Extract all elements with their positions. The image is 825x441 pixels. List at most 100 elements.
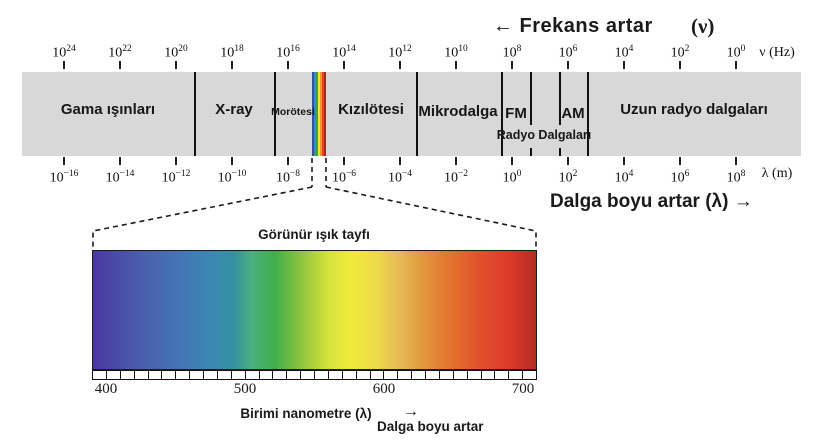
ruler-cell [481,371,496,379]
right-arrow-icon: → [403,403,419,420]
freq-tick-mark [735,61,737,69]
wave-tick-mark [231,157,233,165]
ruler-cell [315,371,329,379]
ruler-cell [439,371,454,379]
nanometer-unit-caption: Birimi nanometre (λ) [240,406,372,421]
divider-am-left-bottom [559,148,561,156]
wave-tick-label: 10−10 [217,169,247,186]
ruler-cell [273,371,288,379]
wave-tick-mark [63,157,65,165]
wave-axis-unit: λ (m) [761,166,793,181]
freq-tick-mark [399,61,401,69]
ruler-cell [204,371,218,379]
ruler-cell [190,371,204,379]
wave-tick-mark [567,157,569,165]
freq-tick-mark [455,61,457,69]
freq-tick-mark [63,61,65,69]
ruler-cell [384,371,399,379]
divider-am-longradio [587,72,589,156]
freq-tick-label: 1020 [164,44,188,61]
ruler-cell [93,371,107,379]
wave-tick-mark [287,157,289,165]
wave-tick-label: 100 [502,169,522,186]
divider-fm-right-top [530,72,532,125]
ruler-cell [259,371,274,379]
freq-tick-label: 1010 [444,44,468,61]
divider-ir-microwave [416,72,418,156]
freq-tick-label: 1016 [276,44,300,61]
scale-label-600: 600 [372,381,396,397]
ruler-cell [495,371,510,379]
ruler-cell [342,371,357,379]
wave-tick-label: 10−16 [49,169,79,186]
ruler-cell [120,371,135,379]
wave-tick-mark [119,157,121,165]
ruler-cell [287,371,302,379]
ruler-cell [426,371,440,379]
wave-tick-mark [735,157,737,165]
freq-tick-mark [343,61,345,69]
ruler-cell [412,371,426,379]
freq-tick-label: 100 [726,44,746,61]
freq-tick-label: 1014 [332,44,356,61]
freq-tick-mark [567,61,569,69]
ruler-cell [217,371,232,379]
ruler-cell [398,371,413,379]
wave-tick-label: 10−2 [443,169,469,186]
ruler-cell [370,371,385,379]
region-microwave-label: Mikrodalga [418,103,498,120]
wave-tick-mark [679,157,681,165]
ruler-cell [356,371,371,379]
freq-tick-mark [623,61,625,69]
visible-spectrum-title: Görünür ışık tayfı [258,227,370,242]
freq-tick-label: 104 [614,44,634,61]
freq-tick-label: 1022 [108,44,132,61]
nanometer-ruler [92,370,537,380]
freq-tick-mark [119,61,121,69]
divider-fm-right-bottom [530,148,532,156]
wave-tick-label: 10−12 [161,169,191,186]
divider-am-left-top [559,72,561,125]
freq-tick-label: 1018 [220,44,244,61]
frequency-direction-label: ← Frekans artar [493,15,653,37]
freq-tick-label: 1024 [52,44,76,61]
region-am-label: AM [561,105,585,122]
freq-tick-mark [511,61,513,69]
freq-tick-mark [679,61,681,69]
wave-tick-label: 106 [670,169,690,186]
wave-tick-label: 102 [558,169,578,186]
ruler-cell [148,371,163,379]
ruler-cell [509,371,524,379]
freq-tick-mark [231,61,233,69]
divider-microwave-fm [501,72,503,156]
region-gamma-label: Gama ışınları [60,101,156,118]
freq-tick-label: 108 [502,44,522,61]
region-fm-label: FM [505,105,527,122]
wave-tick-label: 108 [726,169,746,186]
freq-tick-label: 1012 [388,44,412,61]
spectrum-band [22,72,801,156]
wave-tick-mark [623,157,625,165]
scale-label-400: 400 [94,381,118,397]
scale-label-700: 700 [511,381,535,397]
ruler-cell [231,371,246,379]
wave-tick-mark [455,157,457,165]
ruler-cell [176,371,191,379]
region-xray-label: X-ray [215,101,253,118]
wavelength-direction-label: Dalga boyu artar (λ) → [550,191,753,212]
freq-tick-mark [287,61,289,69]
wave-tick-mark [175,157,177,165]
region-uv-label: Morötesi [271,106,315,118]
wave-tick-label: 10−14 [105,169,135,186]
ruler-cell [453,371,468,379]
scale-label-500: 500 [233,381,257,397]
wave-tick-mark [343,157,345,165]
freq-tick-mark [175,61,177,69]
region-radio-sub-label: Radyo Dalgaları [496,128,592,142]
ruler-cell [523,371,536,379]
freq-tick-label: 106 [558,44,578,61]
region-ir-label: Kızılötesi [338,101,404,118]
ruler-cell [467,371,482,379]
visible-spectrum-gradient [92,250,537,370]
visible-light-strip [312,72,326,156]
